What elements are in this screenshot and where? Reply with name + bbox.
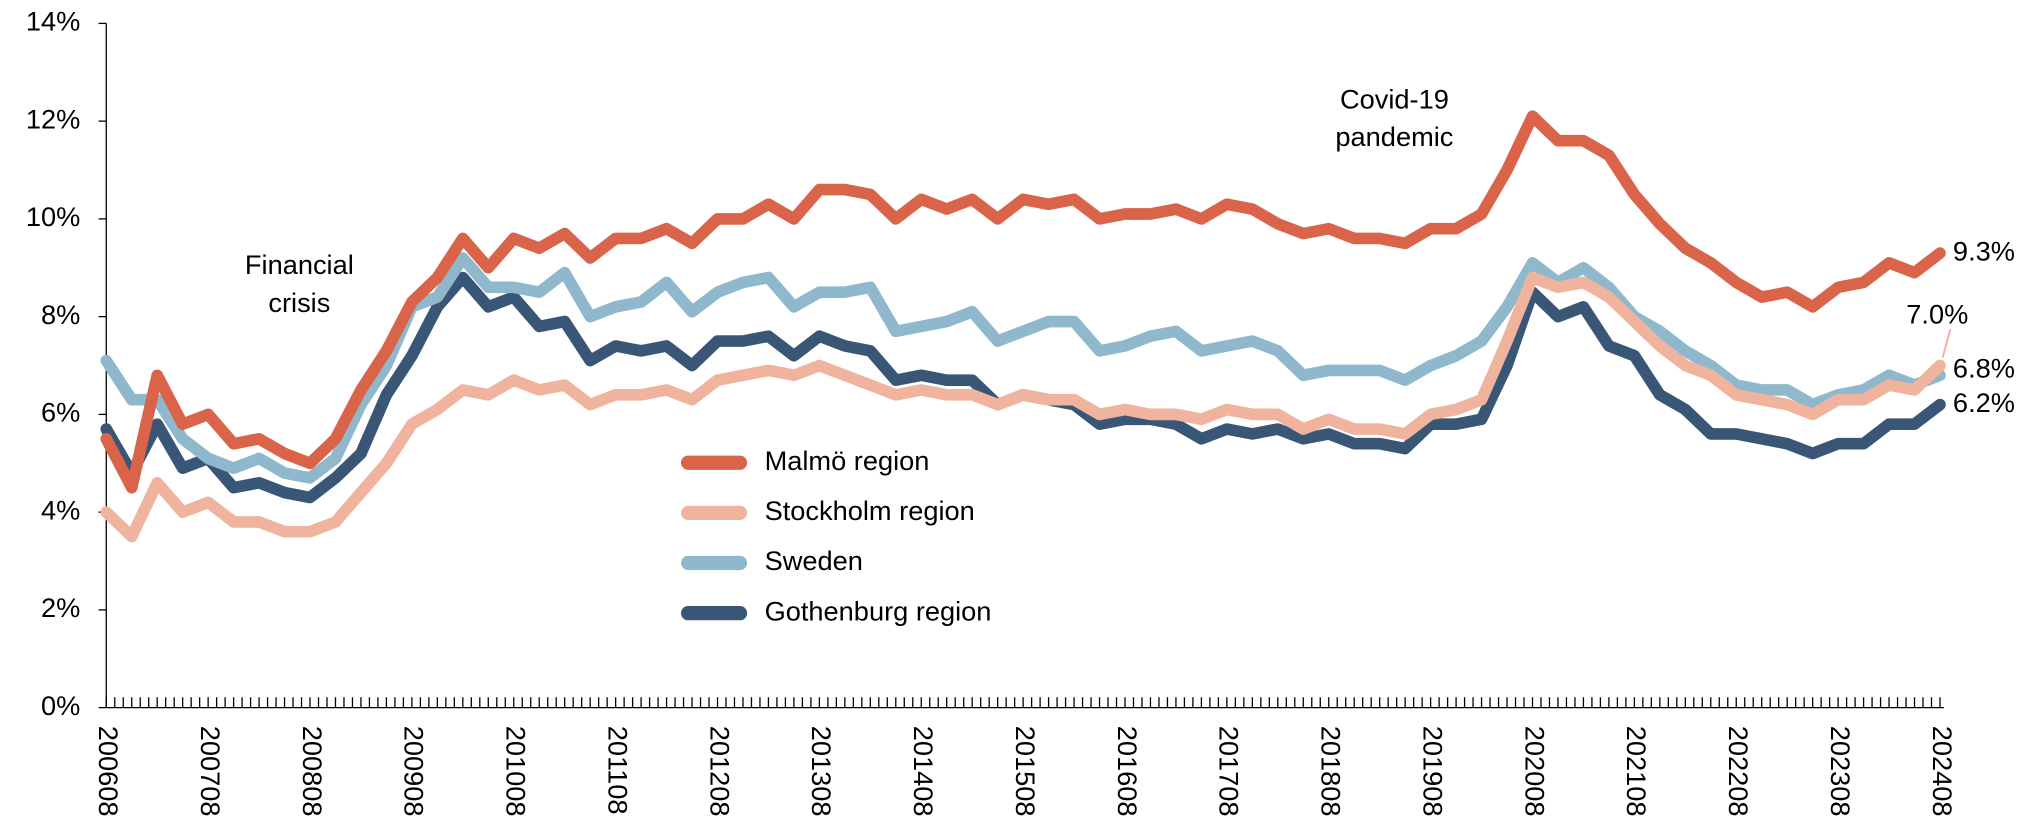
x-tick-label: 200908 (399, 726, 430, 817)
x-tick-label: 201708 (1214, 726, 1245, 817)
y-tick-label: 2% (41, 592, 80, 623)
annotation: Covid-19 (1340, 83, 1449, 114)
y-tick-label: 6% (41, 397, 80, 428)
annotation: crisis (268, 287, 330, 318)
y-tick-label: 14% (26, 6, 80, 37)
x-tick-label: 201608 (1112, 726, 1143, 817)
legend-label: Malmö region (765, 445, 930, 476)
legend-label: Stockholm region (765, 495, 975, 526)
legend-label: Sweden (765, 545, 863, 576)
y-tick-label: 8% (41, 299, 80, 330)
x-tick-label: 202408 (1927, 726, 1958, 817)
x-tick-label: 201208 (704, 726, 735, 817)
y-tick-label: 10% (26, 201, 80, 232)
x-tick-label: 202108 (1621, 726, 1652, 817)
x-tick-label: 202208 (1723, 726, 1754, 817)
x-tick-label: 202308 (1825, 726, 1856, 817)
x-tick-label: 202008 (1519, 726, 1550, 817)
x-tick-label: 201808 (1316, 726, 1347, 817)
end-label: 9.3% (1953, 235, 2015, 266)
x-tick-label: 201408 (908, 726, 939, 817)
annotation: pandemic (1335, 121, 1453, 152)
x-tick-label: 200808 (297, 726, 328, 817)
end-label: 7.0% (1906, 298, 1968, 329)
x-tick-label: 201308 (806, 726, 837, 817)
legend-label: Gothenburg region (765, 595, 992, 626)
x-tick-label: 201008 (501, 726, 532, 817)
leader-line (1941, 328, 1952, 358)
x-tick-label: 200708 (195, 726, 226, 817)
x-tick-label: 201508 (1010, 726, 1041, 817)
y-tick-label: 12% (26, 103, 80, 134)
annotation: Financial (245, 249, 354, 280)
x-tick-label: 201108 (602, 726, 633, 815)
line-series (100, 271, 1946, 543)
end-label: 6.2% (1953, 387, 2015, 418)
x-tick-label: 201908 (1417, 726, 1448, 817)
y-tick-label: 0% (41, 690, 80, 721)
line-series (100, 110, 1946, 494)
end-label: 6.8% (1953, 352, 2015, 383)
x-tick-label: 200608 (93, 726, 124, 817)
y-tick-label: 4% (41, 494, 80, 525)
